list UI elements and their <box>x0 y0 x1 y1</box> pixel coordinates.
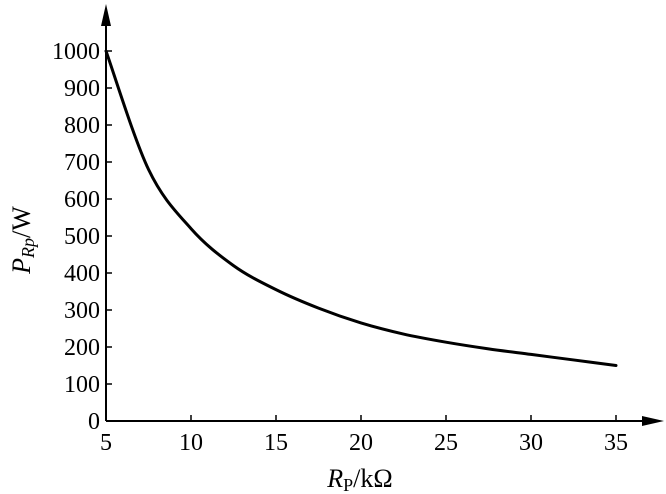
x-tick-label: 35 <box>604 430 628 456</box>
x-tick-label: 10 <box>179 430 203 456</box>
series-line <box>104 49 618 367</box>
y-axis-title-unit: /W <box>7 206 36 238</box>
y-tick-label: 0 <box>88 409 100 435</box>
series-layer <box>104 49 618 367</box>
x-tick-label: 30 <box>519 430 543 456</box>
y-axis-title: PRp/W <box>7 206 38 275</box>
axes <box>101 4 664 426</box>
y-tick-label: 500 <box>64 224 100 250</box>
x-axis-arrow <box>642 416 664 426</box>
y-tick-label: 1000 <box>52 39 100 65</box>
y-axis-title-sub: Rp <box>18 238 38 259</box>
y-tick-label: 400 <box>64 261 100 287</box>
x-axis-title-main: R <box>326 464 343 493</box>
x-tick-label: 5 <box>100 430 112 456</box>
y-axis-title-main: P <box>7 258 36 275</box>
y-tick-label: 300 <box>64 298 100 324</box>
y-tick-label: 100 <box>64 372 100 398</box>
y-tick-label: 700 <box>64 150 100 176</box>
x-axis-title: RP/kΩ <box>326 464 392 494</box>
y-tick-label: 600 <box>64 187 100 213</box>
y-ticks: 0 100 200 300 400 500 600 700 800 900 1000 <box>52 39 112 435</box>
x-tick-label: 20 <box>349 430 373 456</box>
y-tick-label: 200 <box>64 335 100 361</box>
y-tick-label: 800 <box>64 113 100 139</box>
x-ticks: 5 10 15 20 25 30 35 <box>100 415 628 456</box>
x-axis-title-unit: /kΩ <box>353 464 393 493</box>
x-tick-label: 25 <box>434 430 458 456</box>
y-axis-arrow <box>101 4 111 26</box>
x-tick-label: 15 <box>264 430 288 456</box>
x-axis-title-sub: P <box>343 475 353 494</box>
y-tick-label: 900 <box>64 76 100 102</box>
